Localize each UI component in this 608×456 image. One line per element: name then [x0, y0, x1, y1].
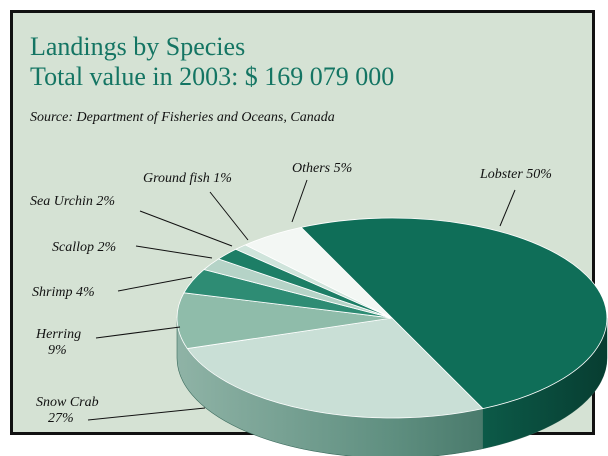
pie-slice-lobster [300, 217, 608, 410]
leader-line-sea-urchin [139, 210, 233, 247]
pie-slice-herring [176, 292, 393, 350]
leader-line-scallop [135, 245, 213, 259]
slice-label-others: Others 5% [292, 161, 352, 176]
leader-line-snow-crab [87, 407, 206, 421]
pie-slice-snow-crab [186, 317, 484, 419]
slice-label-scallop: Scallop 2% [52, 240, 116, 255]
slice-label-shrimp: Shrimp 4% [32, 285, 95, 300]
leader-line-herring [95, 326, 181, 339]
chart-subtitle: Total value in 2003: $ 169 079 000 [30, 62, 395, 91]
slice-label-snow-crab: Snow Crab 27% [36, 395, 99, 426]
source-note: Source: Department of Fisheries and Ocea… [30, 110, 335, 125]
slice-label-herring: Herring 9% [35, 327, 81, 358]
leader-line-shrimp [117, 276, 193, 292]
slice-value-herring: 9% [48, 343, 67, 358]
slice-label-sea-urchin: Sea Urchin 2% [30, 194, 115, 209]
slice-label-lobster: Lobster 50% [479, 167, 552, 182]
slice-value-snow-crab: 27% [48, 411, 74, 426]
leader-line-others [291, 179, 308, 223]
chart-title: Landings by Species [30, 32, 246, 61]
slice-label-ground-fish: Ground fish 1% [143, 171, 232, 186]
pie-slice-others [244, 226, 393, 319]
pie-side-lobster [482, 318, 607, 449]
leader-line-lobster [499, 189, 516, 227]
leader-line-ground-fish [209, 191, 249, 241]
